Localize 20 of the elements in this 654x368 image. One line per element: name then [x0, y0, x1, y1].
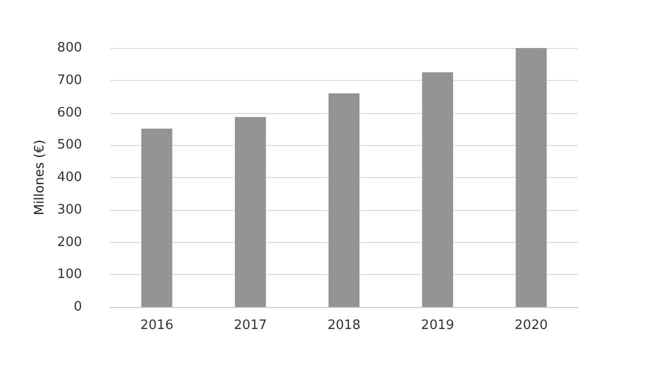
bar [516, 48, 547, 307]
y-tick-label: 100 [57, 267, 82, 282]
y-tick-label: 0 [74, 300, 82, 314]
bar [422, 72, 454, 307]
y-tick-label: 800 [57, 40, 82, 56]
y-tick-label: 300 [57, 202, 82, 218]
y-axis-title: Millones (€) [32, 140, 48, 216]
y-tick-label: 700 [57, 72, 82, 88]
x-tick-label: 2018 [327, 318, 361, 333]
x-tick-label: 2016 [140, 318, 174, 333]
bar [328, 93, 360, 307]
bar [234, 116, 266, 307]
bar [141, 128, 172, 307]
y-tick-label: 400 [57, 170, 82, 185]
x-tick-label: 2019 [421, 318, 454, 333]
y-tick-label: 600 [57, 105, 82, 120]
x-tick-label: 2020 [514, 318, 548, 333]
y-tick-label: 500 [57, 138, 82, 153]
x-tick-label: 2017 [234, 318, 267, 333]
y-tick-label: 200 [57, 234, 82, 250]
